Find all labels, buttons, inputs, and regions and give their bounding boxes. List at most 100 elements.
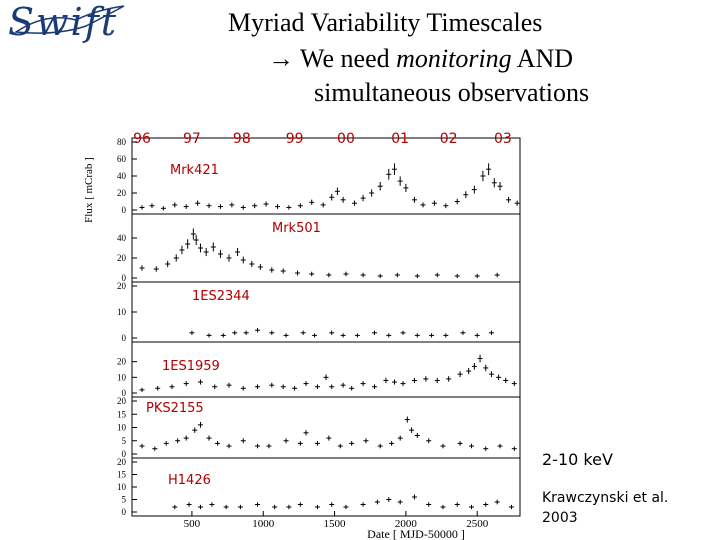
data-point [429, 333, 435, 338]
data-point [403, 183, 409, 192]
year-label: 03 [494, 131, 512, 147]
data-point [272, 504, 278, 510]
data-point [352, 200, 358, 206]
data-point [263, 201, 269, 207]
data-point [426, 502, 432, 507]
y-tick-label: 20 [117, 281, 127, 291]
data-point [389, 441, 395, 446]
data-point [497, 181, 503, 191]
data-point [183, 381, 189, 387]
y-tick-label: 10 [117, 307, 127, 317]
data-point [165, 260, 171, 268]
data-point [229, 202, 235, 208]
data-point [483, 502, 489, 507]
data-point [503, 377, 509, 384]
data-point [337, 443, 343, 449]
data-point [139, 205, 145, 210]
data-point [269, 330, 275, 335]
data-point [269, 267, 275, 273]
data-point [193, 234, 199, 246]
y-tick-label: 15 [117, 470, 127, 480]
y-tick-label: 15 [117, 409, 127, 419]
data-point [326, 435, 332, 441]
data-point [314, 384, 320, 390]
y-tick-label: 0 [122, 507, 127, 517]
data-point [314, 441, 320, 446]
data-point [209, 502, 215, 507]
data-point [326, 272, 332, 278]
data-point [414, 273, 420, 279]
data-point [469, 443, 474, 449]
data-point [169, 384, 175, 390]
y-tick-label: 0 [122, 333, 127, 343]
data-point [440, 504, 446, 510]
y-tick-label: 40 [117, 171, 127, 181]
data-point [192, 427, 198, 433]
title-line-2-emphasis: monitoring [396, 44, 512, 73]
data-point [372, 330, 377, 335]
data-point [411, 494, 417, 500]
title-line-3: simultaneous observations [314, 78, 590, 107]
data-point [139, 265, 145, 271]
data-point [497, 443, 503, 449]
data-point [349, 386, 355, 391]
data-point [189, 330, 195, 335]
data-point [400, 381, 406, 387]
y-tick-label: 20 [117, 357, 127, 367]
data-point [197, 243, 203, 253]
panel-label-pks2155: PKS2155 [146, 401, 204, 416]
year-label: 01 [391, 131, 409, 147]
y-tick-label: 60 [117, 154, 127, 164]
data-point [275, 204, 280, 209]
y-tick-label: 20 [117, 457, 127, 467]
data-point [469, 504, 474, 510]
data-point [240, 205, 246, 210]
data-point [354, 333, 360, 338]
data-point [349, 441, 355, 446]
x-axis-label: Date [ MJD-50000 ] [367, 527, 465, 540]
data-point [508, 504, 514, 510]
data-point [139, 443, 145, 449]
y-tick-label: 10 [117, 482, 127, 492]
year-label: 00 [337, 131, 355, 147]
data-point [149, 203, 155, 209]
citation-authors: Krawczynski et al. [542, 490, 669, 506]
data-point [443, 203, 449, 209]
arrow-icon: → [268, 44, 294, 73]
data-point [300, 330, 306, 335]
data-point [474, 333, 480, 338]
data-point [374, 499, 380, 505]
data-point [434, 272, 440, 278]
data-point [340, 196, 346, 203]
data-point [212, 384, 218, 390]
data-point [457, 441, 463, 446]
data-point [397, 176, 403, 186]
data-point [471, 363, 477, 370]
data-point [491, 178, 497, 188]
data-point [446, 376, 452, 382]
x-tick-label: 2500 [466, 518, 489, 530]
data-point [197, 504, 203, 510]
data-point [329, 384, 335, 390]
data-point [363, 438, 369, 444]
data-point [383, 377, 389, 384]
data-point [163, 441, 169, 446]
x-tick-label: 1500 [324, 518, 347, 530]
data-point [240, 438, 246, 444]
data-point [280, 268, 286, 274]
data-point [297, 203, 303, 209]
energy-band-label: 2-10 keV [542, 450, 613, 469]
y-axis-label: Flux [ mCrab ] [83, 157, 95, 223]
data-point [340, 382, 346, 388]
data-point [360, 272, 366, 278]
data-point [223, 504, 229, 510]
x-tick-label: 2000 [395, 518, 418, 530]
data-point [175, 438, 181, 444]
data-point [286, 504, 292, 510]
data-point [206, 203, 212, 209]
year-label: 98 [233, 131, 251, 147]
data-point [329, 502, 335, 507]
data-point [280, 384, 286, 390]
data-point [197, 421, 203, 428]
data-point [286, 205, 292, 210]
